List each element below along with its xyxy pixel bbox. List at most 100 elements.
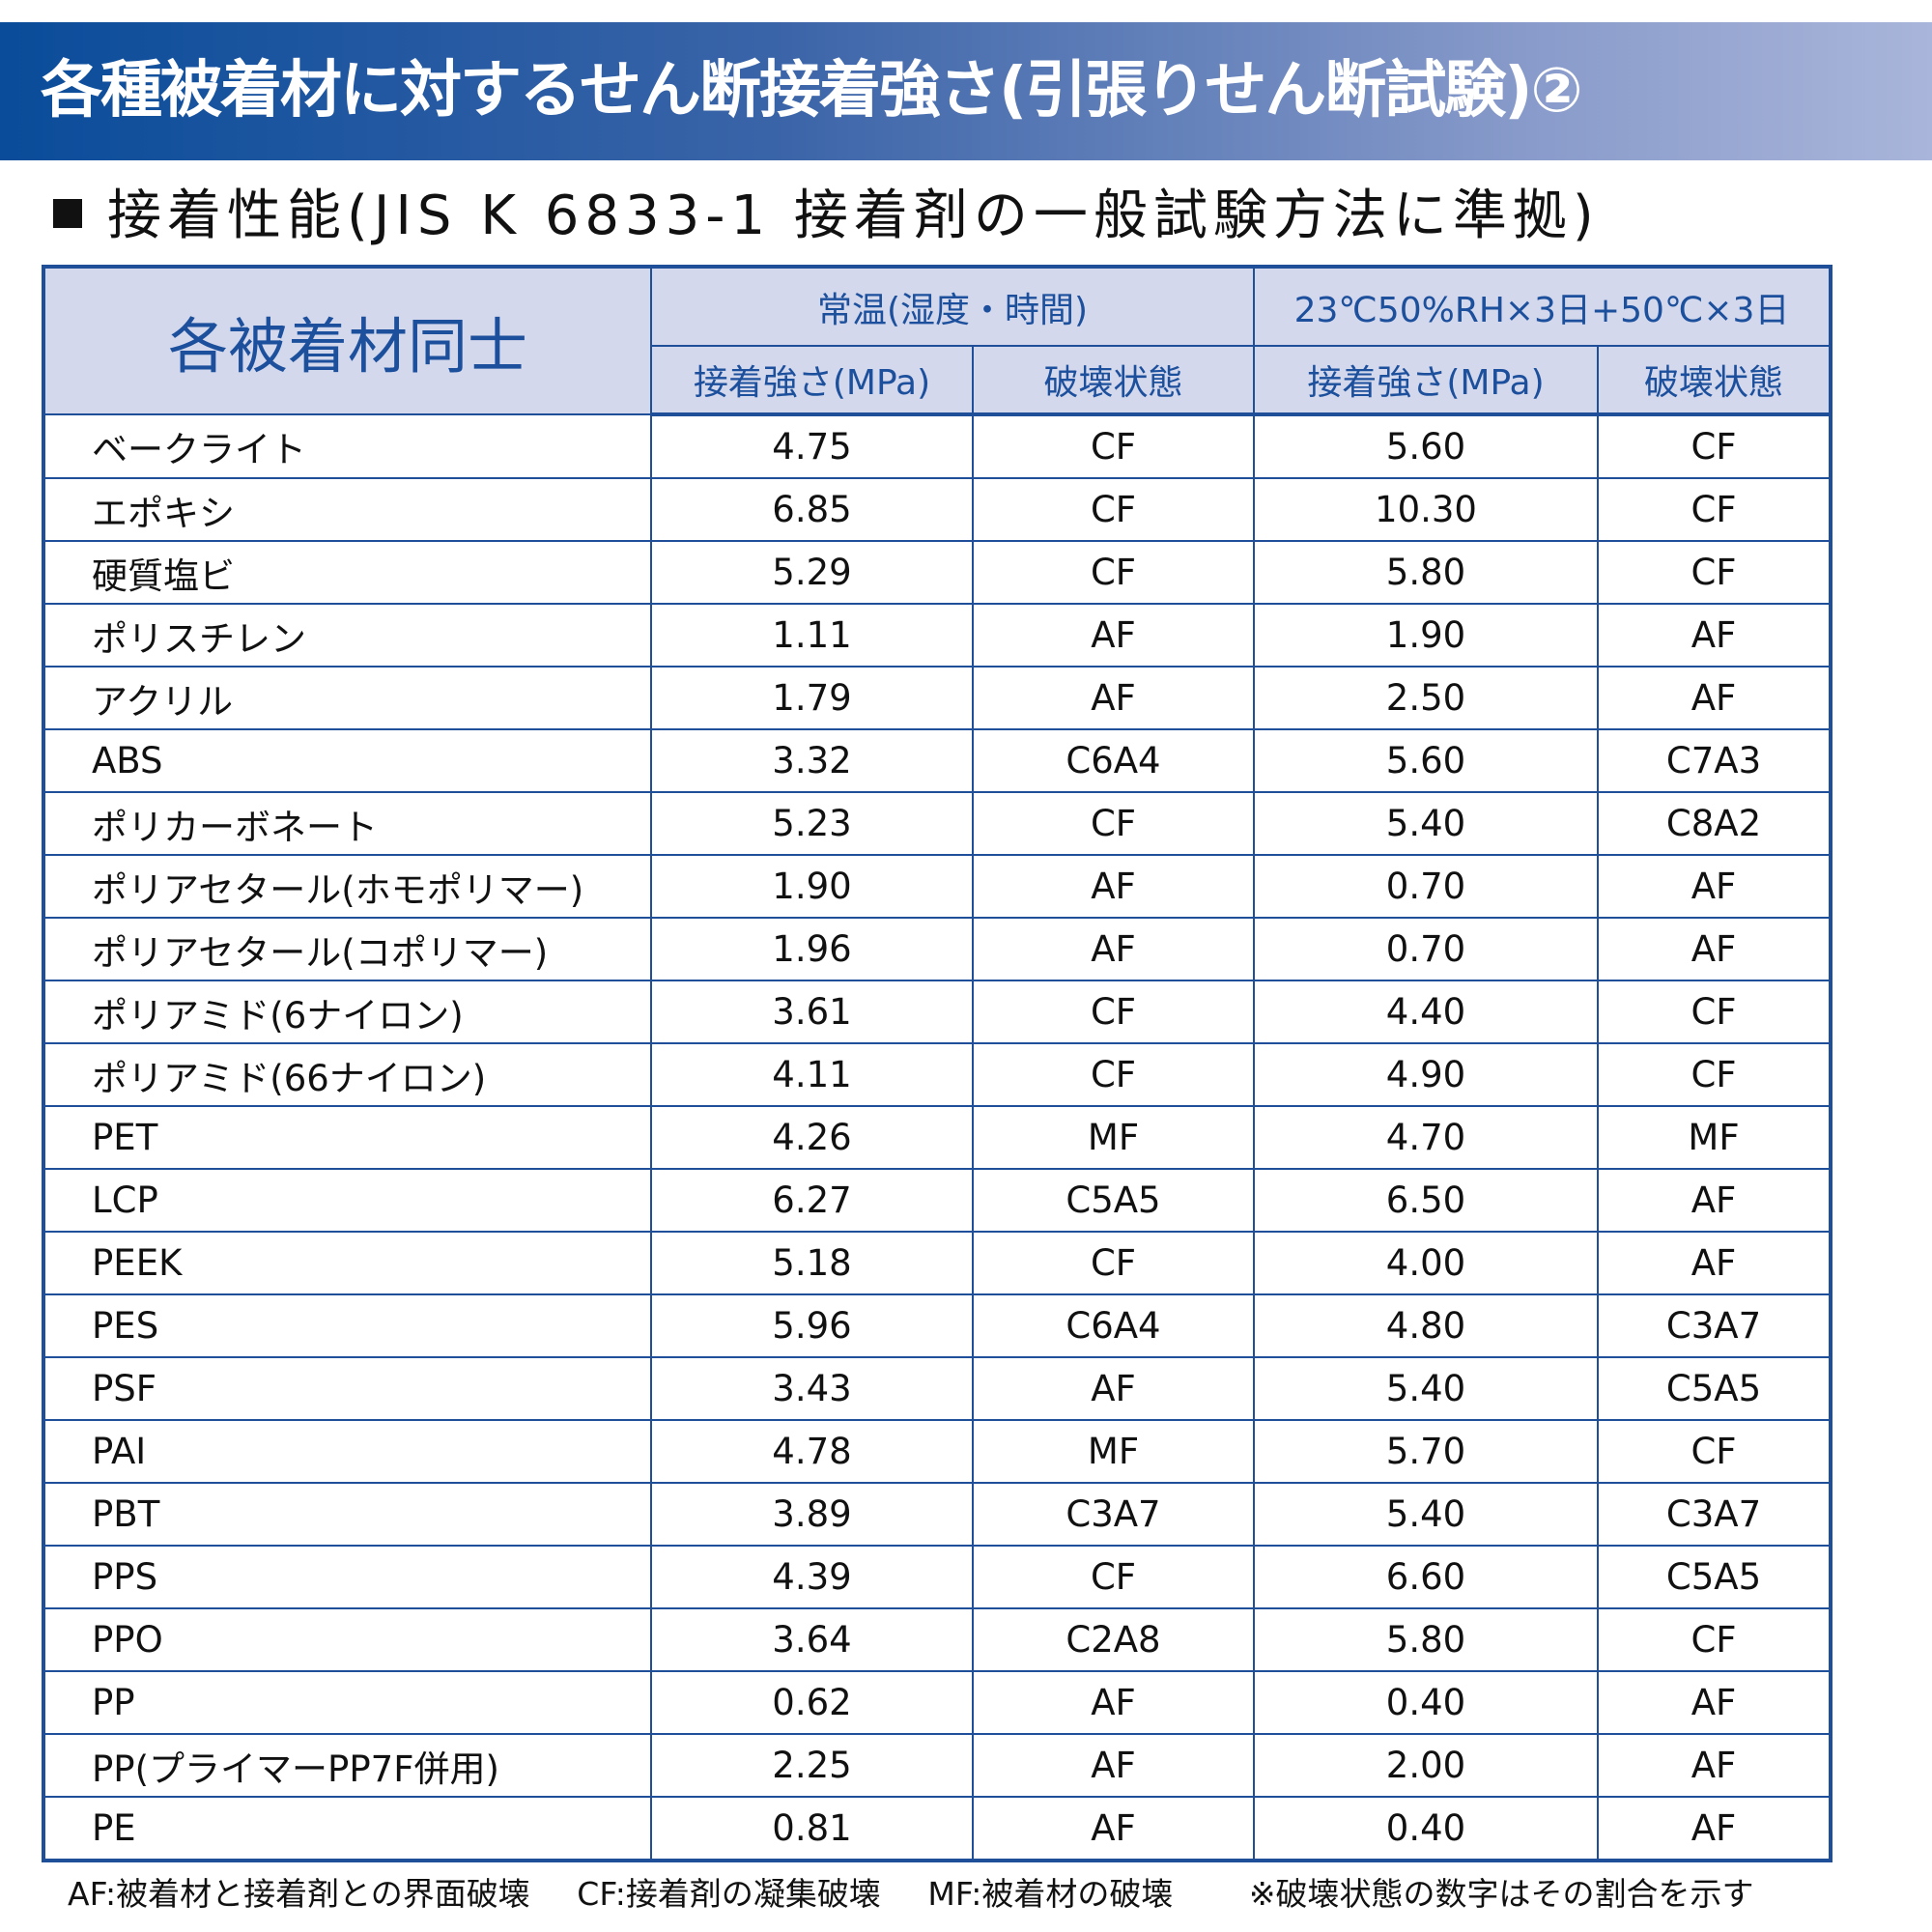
strength-room-cell: 4.39 [650, 1545, 974, 1609]
material-cell: PAI [43, 1419, 652, 1484]
failure-room-cell: C3A7 [972, 1482, 1255, 1547]
failure-aged-cell: AF [1596, 1733, 1833, 1798]
legend-note: ※破壊状態の数字はその割合を示す [1248, 1875, 1754, 1913]
strength-aged-cell: 4.80 [1253, 1293, 1599, 1358]
strength-room-cell: 3.32 [650, 728, 974, 793]
table-row: LCP 6.27 C5A5 6.50 AF [43, 1168, 1833, 1233]
strength-aged-cell: 1.90 [1253, 603, 1599, 668]
strength-room-cell: 4.26 [650, 1105, 974, 1170]
strength-room-cell: 5.23 [650, 791, 974, 856]
failure-room-cell: MF [972, 1105, 1255, 1170]
failure-aged-cell: AF [1596, 666, 1833, 730]
subtitle-text: 接着性能(JIS K 6833-1 接着剤の一般試験方法に準拠) [107, 185, 1600, 247]
material-cell: PPS [43, 1545, 652, 1609]
material-cell: ベークライト [43, 413, 652, 479]
strength-room-cell: 1.90 [650, 854, 974, 919]
material-cell: 硬質塩ビ [43, 540, 652, 605]
strength-aged-cell: 0.40 [1253, 1670, 1599, 1735]
failure-aged-cell: CF [1596, 540, 1833, 605]
table-row: ポリアミド(6ナイロン) 3.61 CF 4.40 CF [43, 980, 1833, 1044]
strength-room-cell: 5.96 [650, 1293, 974, 1358]
legend: AF:被着材と接着剤との界面破壊 CF:接着剤の凝集破壊 MF:被着材の破壊 ※… [68, 1868, 1754, 1915]
failure-room-cell: C5A5 [972, 1168, 1255, 1233]
failure-aged-cell: CF [1596, 1607, 1833, 1672]
strength-aged-cell: 4.90 [1253, 1042, 1599, 1107]
failure-aged-cell: AF [1596, 1670, 1833, 1735]
table-row: PE 0.81 AF 0.40 AF [43, 1796, 1833, 1861]
strength-aged-cell: 0.70 [1253, 917, 1599, 981]
material-cell: PBT [43, 1482, 652, 1547]
table-row: PET 4.26 MF 4.70 MF [43, 1105, 1833, 1170]
table-row: PBT 3.89 C3A7 5.40 C3A7 [43, 1482, 1833, 1547]
table-row: アクリル 1.79 AF 2.50 AF [43, 666, 1833, 730]
failure-aged-cell: MF [1596, 1105, 1833, 1170]
strength-room-cell: 0.62 [650, 1670, 974, 1735]
table-row: ポリアセタール(ホモポリマー) 1.90 AF 0.70 AF [43, 854, 1833, 919]
strength-aged-cell: 5.80 [1253, 1607, 1599, 1672]
strength-room-cell: 3.43 [650, 1356, 974, 1421]
failure-room-cell: AF [972, 1796, 1255, 1861]
failure-aged-cell: CF [1596, 413, 1833, 479]
table-row: ポリカーボネート 5.23 CF 5.40 C8A2 [43, 791, 1833, 856]
strength-room-cell: 1.79 [650, 666, 974, 730]
material-cell: PET [43, 1105, 652, 1170]
table-row: エポキシ 6.85 CF 10.30 CF [43, 477, 1833, 542]
table-row: PP 0.62 AF 0.40 AF [43, 1670, 1833, 1735]
failure-aged-cell: C3A7 [1596, 1293, 1833, 1358]
strength-room-cell: 2.25 [650, 1733, 974, 1798]
failure-aged-cell: CF [1596, 980, 1833, 1044]
strength-room-cell: 1.96 [650, 917, 974, 981]
strength-aged-cell: 0.40 [1253, 1796, 1599, 1861]
table-row: 硬質塩ビ 5.29 CF 5.80 CF [43, 540, 1833, 605]
failure-aged-cell: C3A7 [1596, 1482, 1833, 1547]
material-cell: ポリアセタール(コポリマー) [43, 917, 652, 981]
failure-aged-cell: C8A2 [1596, 791, 1833, 856]
legend-mf: MF:被着材の破壊 [927, 1875, 1174, 1913]
material-cell: PP(プライマーPP7F併用) [43, 1733, 652, 1798]
failure-room-cell: AF [972, 1356, 1255, 1421]
strength-room-cell: 0.81 [650, 1796, 974, 1861]
legend-af: AF:被着材と接着剤との界面破壊 [68, 1875, 530, 1913]
material-cell: PPO [43, 1607, 652, 1672]
group-header-room-temp: 常温(湿度・時間) [650, 266, 1255, 347]
sub-header: 破壊状態 [1596, 345, 1833, 416]
failure-room-cell: AF [972, 854, 1255, 919]
material-cell: PE [43, 1796, 652, 1861]
failure-room-cell: C6A4 [972, 1293, 1255, 1358]
failure-aged-cell: AF [1596, 917, 1833, 981]
strength-aged-cell: 5.40 [1253, 1482, 1599, 1547]
failure-room-cell: AF [972, 603, 1255, 668]
failure-aged-cell: AF [1596, 1796, 1833, 1861]
failure-room-cell: C6A4 [972, 728, 1255, 793]
strength-room-cell: 5.18 [650, 1231, 974, 1295]
failure-room-cell: C2A8 [972, 1607, 1255, 1672]
table-row: PPS 4.39 CF 6.60 C5A5 [43, 1545, 1833, 1609]
table-row: ベークライト 4.75 CF 5.60 CF [43, 413, 1833, 479]
material-cell: PSF [43, 1356, 652, 1421]
table-row: ポリアセタール(コポリマー) 1.96 AF 0.70 AF [43, 917, 1833, 981]
table-row: ポリスチレン 1.11 AF 1.90 AF [43, 603, 1833, 668]
strength-room-cell: 4.11 [650, 1042, 974, 1107]
material-cell: PEEK [43, 1231, 652, 1295]
strength-room-cell: 3.89 [650, 1482, 974, 1547]
failure-room-cell: CF [972, 980, 1255, 1044]
strength-aged-cell: 2.00 [1253, 1733, 1599, 1798]
strength-aged-cell: 4.40 [1253, 980, 1599, 1044]
strength-aged-cell: 5.80 [1253, 540, 1599, 605]
table-row: PSF 3.43 AF 5.40 C5A5 [43, 1356, 1833, 1421]
strength-room-cell: 3.61 [650, 980, 974, 1044]
table-row: PAI 4.78 MF 5.70 CF [43, 1419, 1833, 1484]
failure-aged-cell: C7A3 [1596, 728, 1833, 793]
sub-header: 接着強さ(MPa) [650, 345, 974, 416]
sub-header: 接着強さ(MPa) [1253, 345, 1599, 416]
material-cell: ポリアミド(66ナイロン) [43, 1042, 652, 1107]
material-cell: ポリカーボネート [43, 791, 652, 856]
failure-room-cell: CF [972, 540, 1255, 605]
material-header: 各被着材同士 [43, 266, 652, 415]
strength-aged-cell: 2.50 [1253, 666, 1599, 730]
material-cell: ポリアセタール(ホモポリマー) [43, 854, 652, 919]
page-title: 各種被着材に対するせん断接着強さ(引張りせん断試験)② [41, 55, 1583, 127]
material-cell: アクリル [43, 666, 652, 730]
legend-cf: CF:接着剤の凝集破壊 [577, 1875, 881, 1913]
failure-aged-cell: CF [1596, 1042, 1833, 1107]
